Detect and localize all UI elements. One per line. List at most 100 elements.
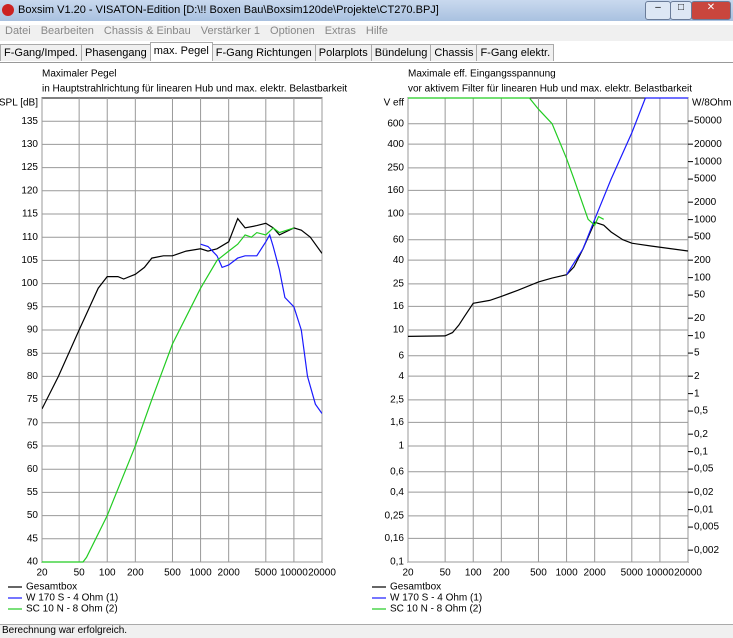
tab[interactable]: Chassis: [430, 44, 478, 61]
chart-subtitle: in Hauptstrahlrichtung für linearen Hub …: [42, 84, 347, 95]
close-button[interactable]: ✕: [691, 1, 731, 20]
y-tick-label: 25: [393, 278, 405, 289]
y2-tick-label: 0,05: [694, 464, 714, 475]
y-tick-label: 16: [393, 301, 405, 312]
y-tick-label: 160: [387, 185, 404, 196]
y-tick-label: 120: [21, 185, 38, 196]
tab[interactable]: F-Gang Richtungen: [211, 44, 316, 61]
tab[interactable]: F-Gang/Imped.: [0, 44, 82, 61]
legend-label: W 170 S - 4 Ohm (1): [390, 593, 482, 604]
y-tick-label: 105: [21, 255, 38, 266]
y2-tick-label: 0,1: [694, 446, 708, 457]
x-tick-label: 200: [127, 568, 144, 579]
x-tick-label: 2000: [584, 568, 607, 579]
y-tick-label: 4: [398, 371, 404, 382]
x-tick-label: 5000: [255, 568, 278, 579]
tab-bar: F-Gang/Imped. Phasengang max. Pegel F-Gang …: [0, 42, 733, 63]
y2-tick-label: 5000: [694, 174, 717, 185]
y2-tick-label: 500: [694, 232, 711, 243]
x-tick-label: 100: [99, 568, 116, 579]
y-tick-label: 80: [27, 371, 39, 382]
title-bar: Boxsim V1.20 - VISATON-Edition [D:\!! Bo…: [0, 0, 733, 21]
x-tick-label: 50: [440, 568, 452, 579]
y-tick-label: 0,4: [390, 487, 404, 498]
y2-tick-label: 10000: [694, 156, 722, 167]
y-tick-label: 110: [22, 232, 38, 243]
y-tick-label: 40: [27, 557, 39, 568]
y-tick-label: 1: [398, 441, 404, 452]
y2-tick-label: 1000: [694, 214, 717, 225]
chart-subtitle: vor aktivem Filter für linearen Hub und …: [408, 84, 692, 95]
menu-item[interactable]: Bearbeiten: [40, 25, 94, 37]
x-tick-label: 100: [465, 568, 482, 579]
y2-tick-label: 0,5: [694, 406, 708, 417]
tab[interactable]: max. Pegel: [149, 42, 213, 61]
y2-tick-label: 0,01: [694, 504, 714, 515]
chart-title: Maximaler Pegel: [42, 69, 116, 80]
y-tick-label: 0,1: [390, 557, 404, 568]
x-tick-label: 10000: [280, 568, 308, 579]
data-line: [200, 233, 322, 414]
charts: Maximaler Pegel in Hauptstrahlrichtung fü…: [0, 69, 731, 615]
y2-tick-label: 20: [694, 313, 706, 324]
maximize-button[interactable]: □: [670, 1, 692, 20]
data-line: [408, 221, 688, 337]
data-line: [42, 227, 295, 563]
y2-tick-label: 50: [694, 290, 706, 301]
legend-label: SC 10 N - 8 Ohm (2): [26, 604, 118, 615]
y-tick-label: 125: [21, 162, 38, 173]
menu-item[interactable]: Hilfe: [365, 25, 388, 37]
status-bar: Berechnung war erfolgreich.: [0, 624, 733, 638]
y-axis-label: SPL [dB]: [0, 98, 38, 109]
y-tick-label: 40: [393, 255, 405, 266]
y-tick-label: 6: [398, 350, 404, 361]
x-tick-label: 1000: [555, 568, 578, 579]
app-icon: [2, 4, 14, 16]
x-tick-label: 50: [74, 568, 86, 579]
y2-tick-label: 2000: [694, 197, 717, 208]
menu-item[interactable]: Verstärker 1: [200, 25, 261, 37]
x-tick-label: 500: [164, 568, 181, 579]
minimize-button[interactable]: –: [645, 1, 671, 20]
legend-label: Gesamtbox: [26, 582, 77, 593]
menu-item[interactable]: Datei: [5, 25, 31, 37]
x-tick-label: 200: [493, 568, 510, 579]
chart-title: Maximale eff. Eingangsspannung: [408, 69, 556, 80]
y-tick-label: 400: [387, 139, 404, 150]
tab[interactable]: Polarplots: [314, 44, 372, 61]
legend-label: Gesamtbox: [390, 582, 441, 593]
tab[interactable]: Bündelung: [370, 44, 432, 61]
y2-tick-label: 2: [694, 371, 700, 382]
y-axis-label: V eff: [384, 98, 405, 109]
y-tick-label: 250: [387, 162, 404, 173]
window-title: Boxsim V1.20 - VISATON-Edition [D:\!! Bo…: [18, 4, 439, 16]
y-tick-label: 600: [387, 118, 404, 129]
y-tick-label: 70: [27, 417, 39, 428]
y2-tick-label: 20000: [694, 139, 722, 150]
x-tick-label: 20: [402, 568, 414, 579]
menu-item[interactable]: Extras: [324, 25, 356, 37]
menu-item[interactable]: Optionen: [270, 25, 315, 37]
y2-tick-label: 200: [694, 255, 711, 266]
legend-label: W 170 S - 4 Ohm (1): [26, 593, 118, 604]
data-line: [408, 97, 604, 227]
y-tick-label: 85: [27, 348, 39, 359]
y2-tick-label: 0,02: [694, 487, 714, 498]
y2-tick-label: 0,2: [694, 429, 708, 440]
y-tick-label: 55: [27, 487, 39, 498]
x-tick-label: 20000: [308, 568, 336, 579]
y-tick-label: 130: [21, 139, 38, 150]
tab[interactable]: F-Gang elektr.: [476, 44, 555, 61]
tab[interactable]: Phasengang: [80, 44, 151, 61]
menu-bar: Datei Bearbeiten Chassis & Einbau Verstärke…: [0, 25, 733, 41]
y-tick-label: 60: [393, 234, 405, 245]
menu-item[interactable]: Chassis & Einbau: [103, 25, 191, 37]
x-tick-label: 500: [530, 568, 547, 579]
y-tick-label: 10: [393, 325, 405, 336]
data-line: [42, 217, 322, 410]
x-tick-label: 20: [36, 568, 48, 579]
y-tick-label: 90: [27, 325, 39, 336]
y2-tick-label: 5: [694, 348, 700, 359]
x-tick-label: 10000: [646, 568, 674, 579]
